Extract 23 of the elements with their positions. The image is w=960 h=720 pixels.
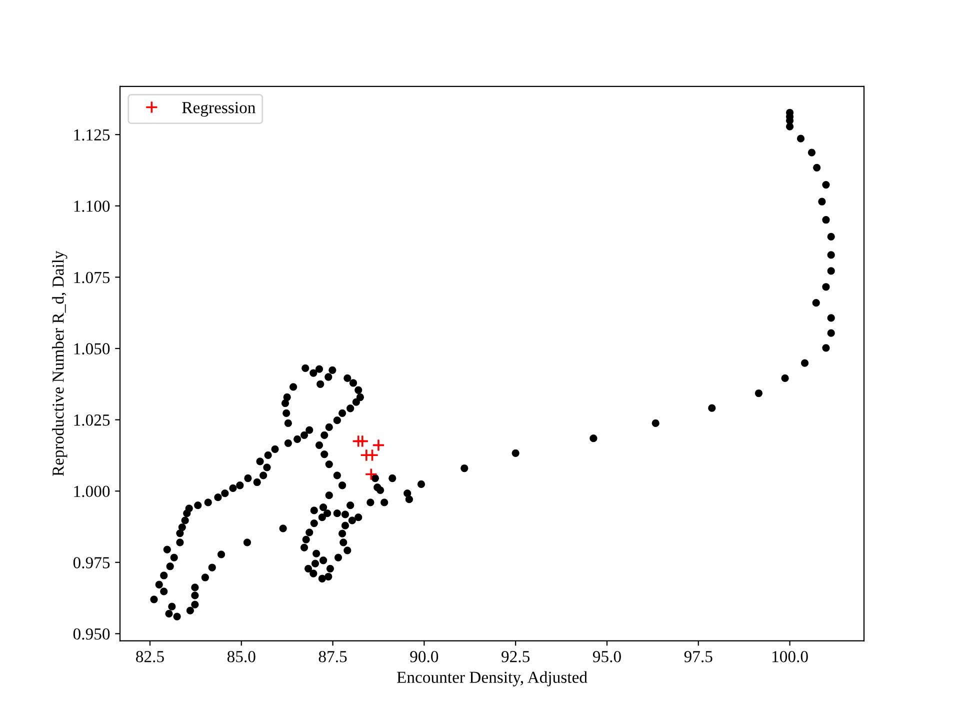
y-tick-label: 1.075	[74, 272, 110, 284]
point	[356, 434, 369, 448]
y-axis-title: Reproductive Number R_d, Daily	[52, 250, 68, 476]
point	[372, 438, 385, 452]
x-tick-label: 85.0	[227, 651, 256, 662]
legend-label: Regression	[182, 102, 256, 117]
x-tick-label: 92.5	[502, 651, 530, 662]
point	[364, 468, 378, 481]
y-tick-label: 0.950	[73, 628, 110, 640]
x-axis-title: Encounter Density, Adjusted	[396, 671, 588, 686]
x-tick-label: 95.0	[592, 651, 621, 662]
y-tick-label: 0.975	[73, 557, 110, 568]
x-tick-label: 82.5	[136, 651, 164, 662]
y-tick-label: 1.000	[74, 486, 110, 498]
x-tick-label: 97.5	[684, 651, 712, 662]
y-tick-label: 1.050	[74, 343, 110, 355]
point	[366, 448, 379, 462]
x-tick-label: 90.0	[410, 651, 438, 662]
y-tick-label: 1.125	[74, 129, 110, 141]
x-tick-label: 87.5	[318, 651, 347, 662]
x-tick-label: 100.0	[772, 651, 808, 662]
y-tick-label: 1.100	[74, 200, 110, 212]
y-tick-label: 1.025	[74, 414, 110, 426]
